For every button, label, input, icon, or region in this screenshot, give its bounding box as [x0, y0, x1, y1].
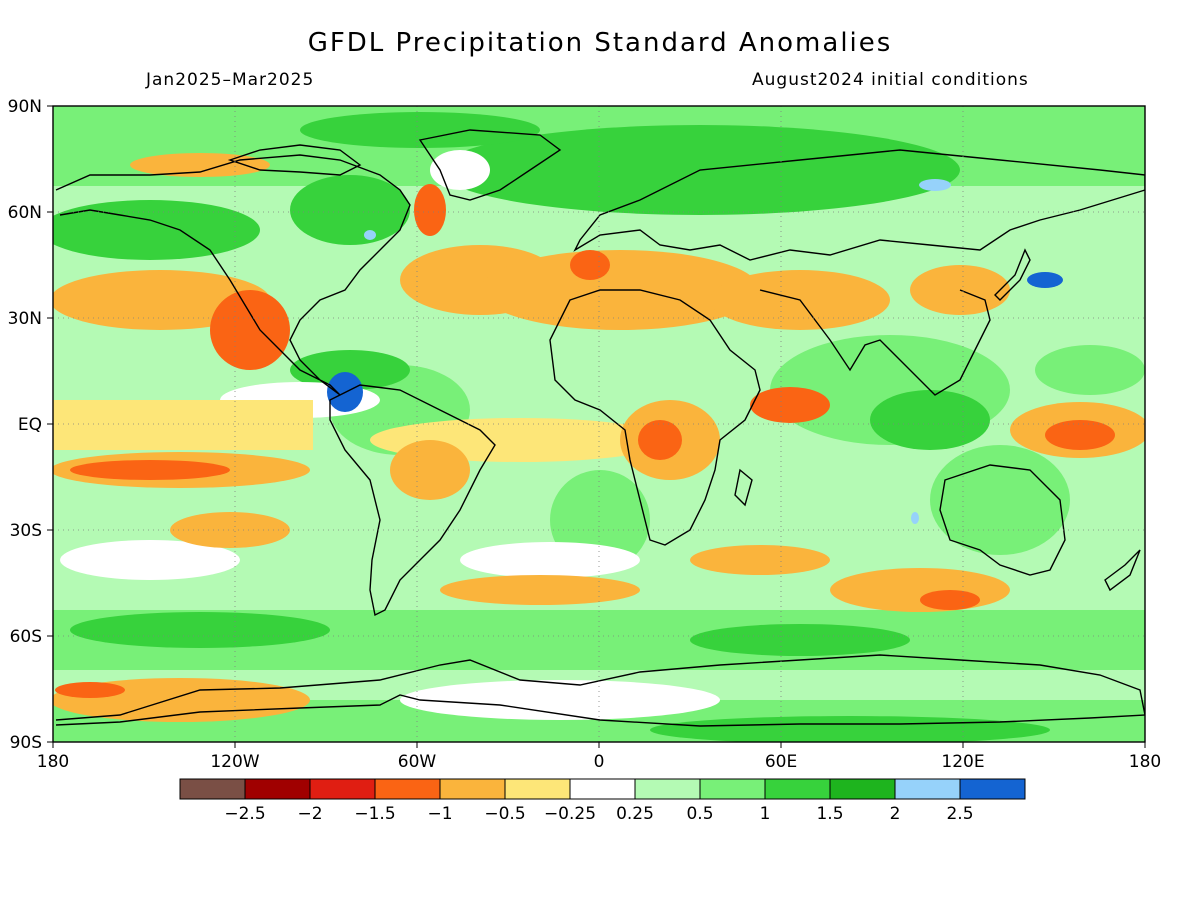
- legend-swatch: [894, 778, 961, 800]
- lat-tick-label: 30S: [10, 521, 42, 541]
- lon-tick-label: 60W: [398, 752, 437, 772]
- legend-swatch: [374, 778, 441, 800]
- lat-tick-label: 90S: [10, 733, 42, 753]
- map-title: GFDL Precipitation Standard Anomalies: [307, 28, 893, 58]
- legend-label: 0.25: [616, 804, 654, 824]
- lat-tick-label: 60S: [10, 627, 42, 647]
- map-plot-area: [53, 106, 1145, 742]
- legend-swatch: [179, 778, 246, 800]
- legend-swatch: [959, 778, 1026, 800]
- lon-tick-label: 180: [1129, 752, 1161, 772]
- lat-tick-label: 90N: [8, 97, 42, 117]
- period-label: Jan2025–Mar2025: [146, 70, 315, 90]
- coastlines: [55, 129, 1145, 727]
- legend-label: −0.25: [544, 804, 596, 824]
- legend-swatch: [634, 778, 701, 800]
- legend-swatch: [569, 778, 636, 800]
- legend-swatch: [699, 778, 766, 800]
- lon-tick-label: 180: [37, 752, 69, 772]
- legend-label: 2.5: [946, 804, 973, 824]
- legend-swatch: [439, 778, 506, 800]
- legend-label: 2: [890, 804, 901, 824]
- legend-label: −1: [427, 804, 452, 824]
- lon-tick-label: 120E: [941, 752, 984, 772]
- legend-label: −0.5: [484, 804, 525, 824]
- legend-swatch: [244, 778, 311, 800]
- legend-label: −2: [297, 804, 322, 824]
- legend-label: 1.5: [816, 804, 843, 824]
- lat-tick-label: 60N: [8, 203, 42, 223]
- legend-swatch: [829, 778, 896, 800]
- legend-swatch: [504, 778, 571, 800]
- legend-swatch: [764, 778, 831, 800]
- initial-conditions-label: August2024 initial conditions: [752, 70, 1029, 90]
- lon-tick-label: 60E: [765, 752, 797, 772]
- lon-tick-label: 0: [594, 752, 605, 772]
- lat-tick-label: EQ: [18, 415, 42, 435]
- color-legend: −2.5 −2 −1.5 −1 −0.5 −0.25 0.25 0.5 1 1.5 2 2.5: [179, 778, 1026, 824]
- legend-label: 0.5: [686, 804, 713, 824]
- legend-label: 1: [760, 804, 771, 824]
- legend-label: −1.5: [354, 804, 395, 824]
- legend-swatch: [309, 778, 376, 800]
- graticule: [53, 106, 1145, 742]
- legend-label: −2.5: [224, 804, 265, 824]
- lat-tick-label: 30N: [8, 309, 42, 329]
- lon-tick-label: 120W: [210, 752, 259, 772]
